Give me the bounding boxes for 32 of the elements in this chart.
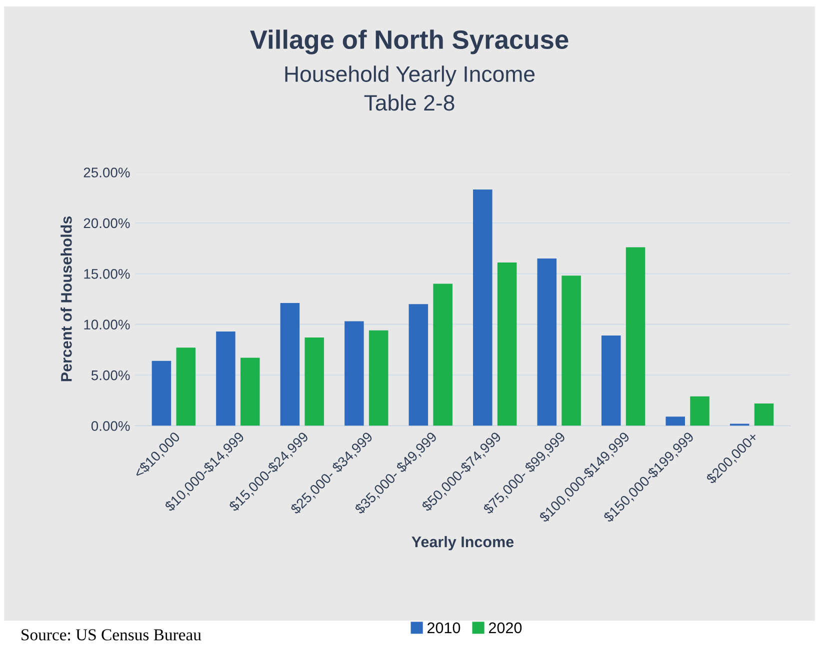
bar [754,403,774,426]
bar [280,303,300,426]
bar [344,321,364,426]
bar [666,416,685,426]
bar [433,284,452,426]
bar [473,189,492,426]
y-tick-label: 0.00% [91,421,130,431]
source-note: Source: US Census Bureau [22,629,202,640]
bar [176,348,196,426]
y-tick-label: 25.00% [84,168,130,178]
bar [368,330,388,426]
bar [497,262,517,426]
x-axis-title: Yearly Income [412,536,514,550]
bar [690,396,710,426]
bar [626,247,646,426]
y-tick-label: 15.00% [84,268,130,279]
bar [537,258,557,426]
bar [152,360,172,426]
chart-subtitle: Household Yearly Income Table 2-8 [285,66,535,111]
chart-title: Village of North Syracuse [250,30,568,54]
bar [601,336,621,426]
legend-label: 2010 [428,622,460,634]
y-tick-label: 10.00% [84,320,130,330]
y-tick-label: 5.00% [91,370,130,380]
bar [240,358,260,426]
bar [562,276,581,426]
bar [408,304,428,426]
y-tick-label: 20.00% [84,218,130,228]
bar [216,331,236,426]
legend-label: 2020 [488,622,522,634]
bar [304,338,324,426]
y-axis-title: Percent of Households [60,216,72,382]
